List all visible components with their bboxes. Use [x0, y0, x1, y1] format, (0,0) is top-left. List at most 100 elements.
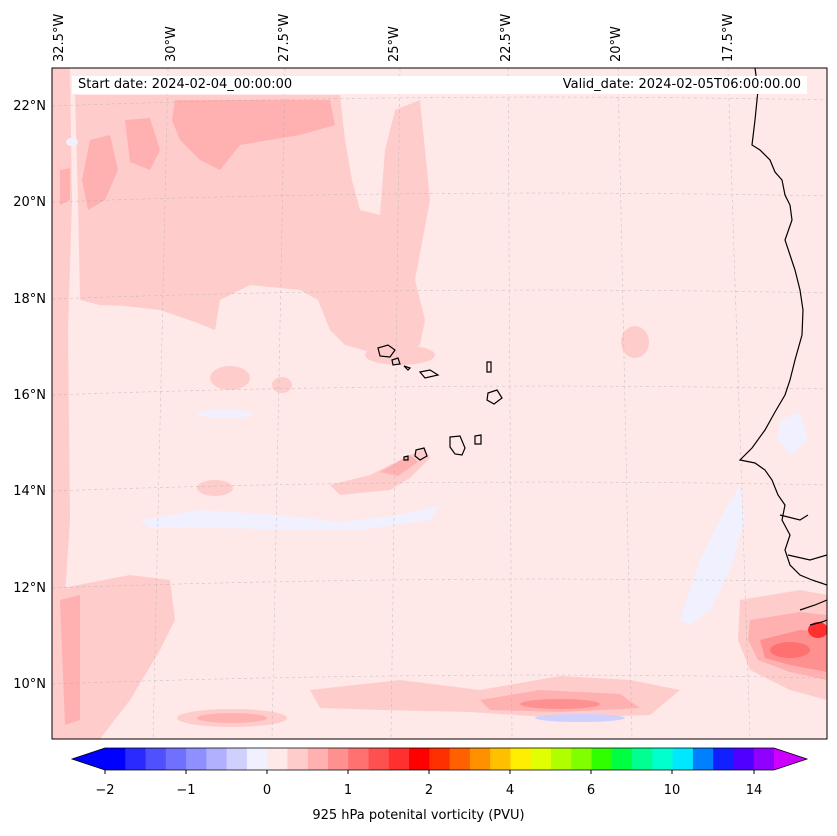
colorbar-tick-label: 2: [425, 783, 433, 798]
colorbar-swatch: [733, 748, 755, 770]
contour-se-5: [808, 622, 827, 638]
colorbar-swatch: [551, 748, 572, 770]
island-santo-antao: [377, 344, 396, 358]
lat-label: 14°N: [13, 484, 46, 499]
contour-left-patch: [60, 168, 70, 205]
island-sao-vicente: [391, 357, 401, 366]
contour-nw-patch-1: [82, 135, 118, 210]
contour-se-4: [770, 642, 810, 658]
island-brava: [403, 455, 409, 461]
colorbar-swatch: [287, 748, 309, 770]
africa-coastline: [738, 68, 827, 586]
colorbar-tick-label: 0: [263, 783, 271, 798]
colorbar-swatch: [591, 748, 613, 770]
colorbar-tick-label: 1: [344, 783, 352, 798]
colorbar-tick-label: 6: [587, 783, 595, 798]
lat-label: 16°N: [13, 388, 46, 403]
map-border: [51, 67, 828, 740]
senegal-gambia-border: [779, 514, 809, 521]
parallel-22n: [52, 96, 827, 107]
parallel-12n: [52, 578, 827, 589]
guinea-coast: [799, 599, 827, 611]
latitude-labels: 22°N 20°N 18°N 16°N 14°N 12°N 10°N: [13, 99, 46, 692]
gridlines: [52, 68, 827, 739]
contour-left-margin: [52, 68, 72, 739]
parallel-16n: [52, 385, 827, 396]
meridian-20w: [617, 68, 633, 739]
parallel-20n: [52, 192, 827, 203]
colorbar-over-arrow: [774, 748, 807, 770]
contour-sw-dark: [60, 595, 80, 725]
island-sao-nicolau: [418, 369, 440, 379]
colorbar-swatch: [429, 748, 451, 770]
colorbar-swatch: [632, 748, 653, 770]
colorbar-tick-label: −2: [95, 783, 114, 798]
contour-nw-patch-2: [125, 118, 160, 170]
valid-date-label: Valid_date: 2024-02-05T06:00:00.00: [532, 76, 807, 94]
colorbar-swatch: [571, 748, 593, 770]
contour-south-dark: [520, 699, 600, 709]
island-santiago: [449, 435, 466, 456]
colorbar-under-arrow: [72, 748, 105, 770]
contour-small-4: [197, 480, 233, 496]
parallel-18n: [52, 289, 827, 300]
parallel-14n: [52, 481, 827, 492]
lon-label: 20°W: [609, 26, 624, 62]
longitude-labels: 32.5°W 30°W 27.5°W 25°W 22.5°W 20°W 17.5°W: [52, 14, 736, 62]
colorbar-swatch: [226, 748, 248, 770]
contour-small-2: [272, 377, 292, 393]
colorbar-swatch: [530, 748, 552, 770]
meridian-22-5w: [507, 68, 513, 739]
colorbar-swatch: [469, 748, 491, 770]
sierra-leone-coast: [809, 619, 827, 626]
lon-label: 30°W: [164, 26, 179, 62]
lat-label: 22°N: [13, 99, 46, 114]
colorbar-swatch: [267, 748, 288, 770]
colorbar-swatch: [753, 748, 775, 770]
colorbar-swatch: [348, 748, 370, 770]
colorbar-swatch: [692, 748, 714, 770]
lat-label: 12°N: [13, 581, 46, 596]
meridian-25w: [390, 68, 401, 739]
contour-south-blue: [535, 714, 625, 722]
colorbar-swatch: [368, 748, 390, 770]
contour-nw-patch-3: [172, 100, 335, 170]
colorbar-swatch: [125, 748, 147, 770]
lon-label: 17.5°W: [721, 14, 736, 62]
island-santa-luzia: [403, 365, 412, 371]
contour-blue-band: [140, 505, 440, 530]
contour-small-3: [621, 326, 649, 358]
lon-label: 22.5°W: [499, 14, 514, 62]
contour-south-west-core: [197, 713, 267, 723]
lat-label: 10°N: [13, 677, 46, 692]
colorbar-ticks: −2 −1 0 1 2 4 6 10 14: [95, 770, 762, 798]
colorbar: −2 −1 0 1 2 4 6 10 14: [70, 747, 809, 798]
colorbar-swatch: [652, 748, 674, 770]
colorbar-swatch: [186, 748, 207, 770]
island-boa-vista: [486, 389, 503, 405]
colorbar-swatch: [672, 748, 694, 770]
colorbar-swatches: [105, 748, 775, 770]
colorbar-swatch: [510, 748, 532, 770]
colorbar-swatch: [490, 748, 511, 770]
colorbar-tick-label: −1: [176, 783, 195, 798]
colorbar-swatch: [449, 748, 471, 770]
colorbar-tick-label: 4: [506, 783, 514, 798]
pv-contours: [52, 68, 827, 739]
colorbar-title: 925 hPa potenital vorticity (PVU): [312, 808, 525, 823]
colorbar-swatch: [145, 748, 167, 770]
meridian-27-5w: [271, 68, 286, 739]
guinea-bissau-coast: [787, 554, 827, 561]
colorbar-swatch: [328, 748, 349, 770]
map-panel: [51, 67, 828, 740]
contour-nw-blue: [66, 138, 78, 146]
island-sal: [486, 361, 492, 373]
island-maio: [474, 434, 482, 445]
coastlines: [377, 68, 827, 626]
contour-coast-blue: [778, 412, 808, 455]
meridian-17-5w: [727, 68, 751, 739]
parallel-10n: [52, 674, 827, 685]
contour-islands-pink: [365, 345, 435, 365]
contour-northwest: [75, 95, 430, 355]
